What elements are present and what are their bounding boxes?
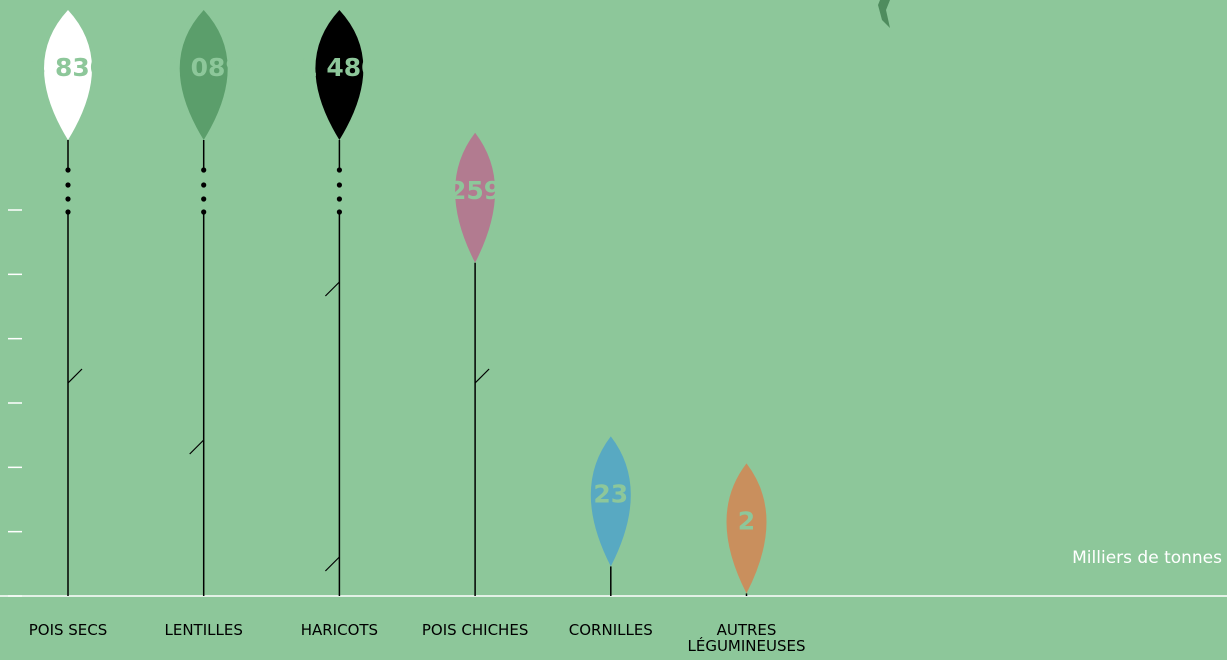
break-dot (336, 209, 342, 215)
category-label: POIS CHICHES (421, 621, 529, 639)
leaf (44, 10, 92, 140)
leaf (590, 436, 631, 567)
leaf (179, 10, 228, 140)
break-dot (201, 167, 207, 173)
break-dot (65, 196, 71, 202)
break-dot (201, 209, 207, 215)
value-label: 1 480 (300, 53, 378, 82)
category-label: POIS SECS (28, 621, 108, 639)
break-dot (336, 196, 342, 202)
category-label: AUTRES LÉGUMINEUSES (687, 621, 806, 655)
twig (324, 281, 340, 297)
break-dot (65, 167, 71, 173)
value-label: 2 (738, 506, 755, 535)
value-label: 259 (449, 176, 501, 205)
leaf (455, 132, 496, 263)
break-dot (201, 196, 207, 202)
break-dot (65, 209, 71, 215)
twig (189, 439, 205, 455)
break-dot (336, 182, 342, 188)
twig (67, 368, 83, 384)
value-label: 23 (593, 479, 628, 508)
break-dot (201, 182, 207, 188)
value-label: 2 089 (165, 53, 243, 82)
leaf (726, 463, 767, 594)
break-dot (65, 182, 71, 188)
category-label: HARICOTS (300, 621, 379, 639)
leaf (315, 10, 364, 140)
twig (474, 368, 490, 384)
category-label: LENTILLES (164, 621, 243, 639)
break-dot (336, 167, 342, 173)
twig (324, 556, 340, 572)
value-label: 3 830 (29, 53, 107, 82)
unit-label: Milliers de tonnes (1072, 548, 1222, 568)
decoration (878, 0, 890, 28)
category-label: CORNILLES (568, 621, 653, 639)
